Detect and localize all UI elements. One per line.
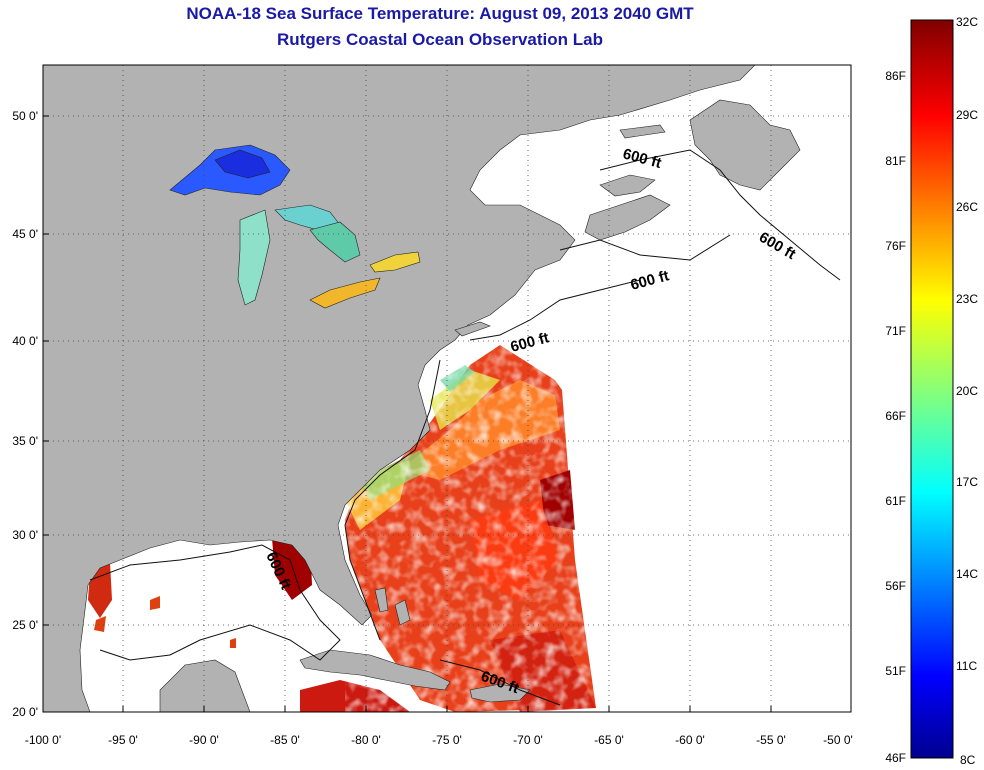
- lon-tick-label: -50 0': [823, 733, 853, 747]
- lat-tick-label: 35 0': [12, 434, 38, 448]
- longitude-axis: -100 0' -95 0' -90 0' -85 0' -80 0' -75 …: [25, 706, 853, 747]
- colorbar-celsius-label: 8C: [960, 753, 976, 767]
- map-title: NOAA-18 Sea Surface Temperature: August …: [186, 4, 694, 23]
- lat-tick-label: 25 0': [12, 618, 38, 632]
- lon-tick-label: -65 0': [594, 733, 624, 747]
- land-layer: [43, 65, 801, 712]
- colorbar-celsius-label: 32C: [956, 15, 978, 29]
- lon-tick-label: -100 0': [25, 733, 61, 747]
- temperature-colorbar: 32C 29C 26C 23C 20C 17C 14C 11C 8C 86F 8…: [885, 15, 978, 767]
- colorbar-fahrenheit-label: 86F: [885, 69, 906, 83]
- colorbar-celsius-label: 11C: [956, 659, 977, 673]
- colorbar-fahrenheit-label: 51F: [885, 664, 906, 678]
- colorbar-fahrenheit-label: 46F: [885, 751, 906, 765]
- map-subtitle: Rutgers Coastal Ocean Observation Lab: [277, 30, 603, 49]
- colorbar-fahrenheit-label: 56F: [885, 579, 906, 593]
- lat-tick-label: 40 0': [12, 334, 38, 348]
- lat-tick-label: 20 0': [12, 705, 38, 719]
- colorbar-fahrenheit-label: 76F: [885, 239, 906, 253]
- isobath-600ft: [89, 149, 841, 706]
- colorbar-celsius-label: 14C: [956, 567, 978, 581]
- colorbar-fahrenheit-label: 66F: [885, 409, 906, 423]
- lon-tick-label: -90 0': [189, 733, 219, 747]
- colorbar-fahrenheit-label: 71F: [885, 324, 906, 338]
- latitude-axis: 50 0' 45 0' 40 0' 35 0' 30 0' 25 0' 20 0…: [12, 109, 49, 719]
- lon-tick-label: -95 0': [108, 733, 138, 747]
- colorbar-celsius-label: 29C: [956, 108, 978, 122]
- lat-tick-label: 45 0': [12, 227, 38, 241]
- colorbar-celsius-label: 17C: [956, 475, 978, 489]
- lat-tick-label: 30 0': [12, 528, 38, 542]
- colorbar-celsius-label: 20C: [956, 384, 978, 398]
- colorbar-fahrenheit-labels: 86F 81F 76F 71F 66F 61F 56F 51F 46F: [885, 69, 906, 765]
- lon-tick-label: -55 0': [756, 733, 786, 747]
- lon-tick-label: -75 0': [432, 733, 462, 747]
- lat-tick-label: 50 0': [12, 109, 38, 123]
- colorbar-celsius-label: 26C: [956, 200, 978, 214]
- colorbar-gradient: [910, 19, 954, 759]
- lon-tick-label: -60 0': [675, 733, 705, 747]
- colorbar-fahrenheit-label: 81F: [885, 154, 906, 168]
- sst-data-layer: [88, 345, 596, 712]
- lon-tick-label: -80 0': [351, 733, 381, 747]
- colorbar-celsius-label: 23C: [956, 292, 978, 306]
- lon-tick-label: -70 0': [513, 733, 543, 747]
- colorbar-celsius-labels: 32C 29C 26C 23C 20C 17C 14C 11C 8C: [956, 15, 978, 767]
- great-lakes-layer: [169, 144, 421, 309]
- lon-tick-label: -85 0': [270, 733, 300, 747]
- colorbar-fahrenheit-label: 61F: [885, 494, 906, 508]
